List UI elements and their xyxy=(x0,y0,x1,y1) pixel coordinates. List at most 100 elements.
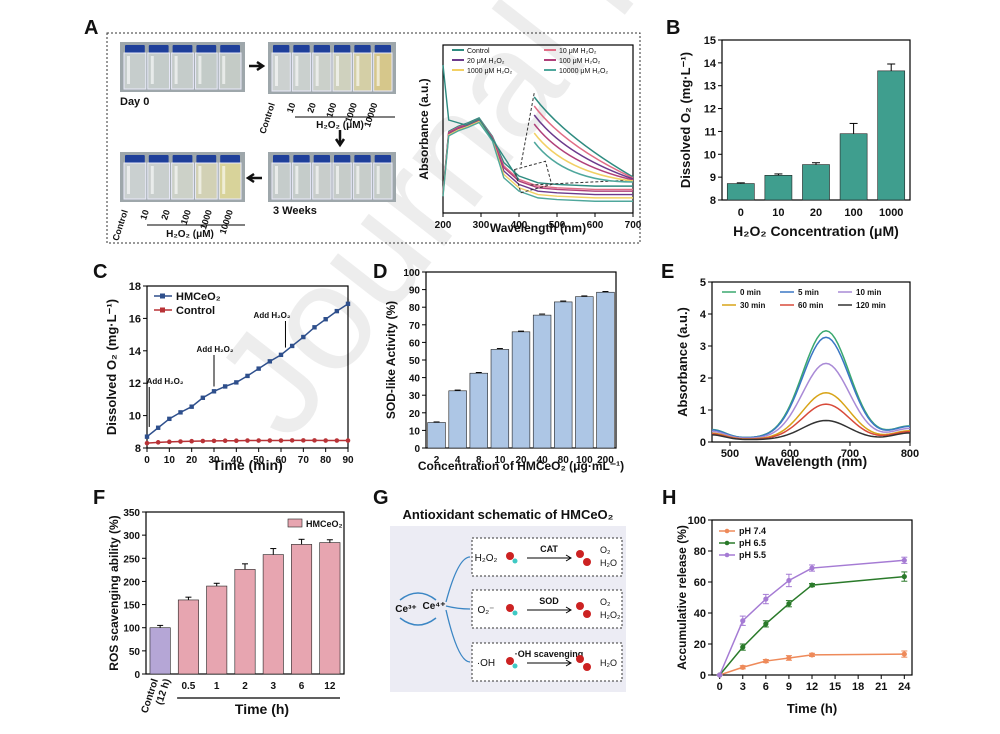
vial-cap xyxy=(125,45,145,53)
vial-cap xyxy=(354,45,371,53)
vial-cap xyxy=(125,155,145,163)
y-tick-label: 4 xyxy=(700,309,707,321)
data-point xyxy=(211,389,217,394)
bar xyxy=(575,296,594,449)
data-point xyxy=(144,440,150,446)
x-axis-title: Concentration of HMCeO₂ (μg·mL⁻¹) xyxy=(418,459,624,473)
x-tick-label: 40 xyxy=(537,455,549,466)
unit-label: H₂O₂ (μM) xyxy=(166,229,214,240)
vial-label: 10 xyxy=(285,102,298,115)
panel-a-border xyxy=(106,32,641,244)
panel-h: 0 3 6 9 12 15 18 21 24 0 20 40 60 80 100 pH 7.4 pH 6.5 pH… xyxy=(675,515,913,716)
vial-glare xyxy=(127,166,130,194)
x-tick-label: 15 xyxy=(829,681,841,693)
data-point xyxy=(267,438,273,443)
data-point xyxy=(334,438,340,443)
panel-letter-H: H xyxy=(662,487,676,509)
bar xyxy=(291,544,313,675)
vial-glare xyxy=(198,56,202,84)
data-point xyxy=(245,438,250,443)
y-tick-label: 16 xyxy=(129,313,141,325)
vial-label: Control xyxy=(111,209,130,243)
y-tick-label: 2 xyxy=(700,373,706,385)
data-point xyxy=(323,438,328,443)
plot-frame xyxy=(146,285,349,449)
product-label: O₂ xyxy=(600,545,611,555)
molecule-o xyxy=(576,602,584,610)
vial-cap xyxy=(273,155,290,163)
enzyme-label: SOD xyxy=(539,596,559,606)
data-point xyxy=(155,440,161,445)
x-tick-label: 10 xyxy=(772,207,784,219)
x-axis-title: H₂O₂ Concentration (μM) xyxy=(733,223,899,239)
arrow-right xyxy=(249,60,266,72)
reactant-label: H₂O₂ xyxy=(475,553,498,564)
inset-series xyxy=(533,141,634,183)
molecule-o xyxy=(506,604,514,612)
y-tick-label: 40 xyxy=(409,374,421,385)
legend-label: 60 min xyxy=(798,301,823,310)
vial-glare xyxy=(295,56,299,86)
x-tick-label: 90 xyxy=(342,455,354,466)
y-tick-label: 3 xyxy=(700,341,706,353)
x-tick-label: 8 xyxy=(476,455,482,466)
spectrum-series xyxy=(711,419,911,441)
bar xyxy=(427,422,446,449)
zoom-guide xyxy=(520,92,535,166)
data-point xyxy=(200,438,206,444)
data-point xyxy=(234,438,239,444)
panel-letter-E: E xyxy=(661,261,674,283)
y-axis-title: Absorbance (a.u.) xyxy=(675,307,690,417)
vial-label: 20 xyxy=(159,209,172,222)
x-tick-label: 12 xyxy=(324,681,336,692)
y-tick-label: 50 xyxy=(129,647,141,658)
bar xyxy=(532,314,552,449)
inset-series xyxy=(533,132,634,182)
reactant-label: ·OH xyxy=(477,658,495,669)
bar xyxy=(319,542,341,675)
y-tick-label: 150 xyxy=(123,601,140,612)
data-point xyxy=(278,438,284,443)
ce4-label: Ce⁴⁺ xyxy=(422,601,445,612)
x-tick-label: 800 xyxy=(901,448,919,460)
legend-label: 10 μM H₂O₂ xyxy=(559,48,597,55)
x-tick-label: 10 xyxy=(494,455,506,466)
reactant-label: O₂⁻ xyxy=(478,605,495,616)
legend-marker xyxy=(160,293,165,299)
y-axis-title: Dissolved O₂ (mg·L⁻¹) xyxy=(104,299,119,435)
vials-mid xyxy=(268,152,396,202)
vial-glare xyxy=(376,56,380,86)
reaction-arrowhead xyxy=(565,659,572,667)
x-tick-label: 200 xyxy=(435,220,452,231)
legend-label: HMCeO₂ xyxy=(306,519,343,529)
y-tick-label: 5 xyxy=(700,277,706,289)
legend-marker xyxy=(724,552,730,558)
data-point xyxy=(189,404,194,409)
panel-letter-G: G xyxy=(373,487,389,509)
molecule-o xyxy=(583,558,591,566)
vial-label: 10 xyxy=(138,209,151,222)
x-tick-label: 500 xyxy=(549,220,566,231)
data-point xyxy=(763,658,769,664)
annotation-label: Add H₂O₂ xyxy=(147,377,184,386)
x-tick-label: 10 xyxy=(164,455,176,466)
reaction-box xyxy=(471,537,623,577)
vial-glare xyxy=(174,56,178,84)
data-point xyxy=(256,438,261,443)
x-tick-label: 100 xyxy=(844,207,862,219)
data-point xyxy=(740,644,746,650)
legend-label: Control xyxy=(176,305,215,317)
vial-cap xyxy=(313,155,330,163)
y-tick-label: 0 xyxy=(700,670,706,682)
vial-cap xyxy=(354,155,371,163)
data-point xyxy=(809,582,815,588)
y-axis-title: Accumulative release (%) xyxy=(675,525,689,670)
vial-cap xyxy=(334,155,351,163)
y-tick-label: 20 xyxy=(409,409,421,420)
panel-letter-B: B xyxy=(666,17,680,39)
y-tick-label: 9 xyxy=(710,172,716,184)
spectrum-series xyxy=(442,117,633,192)
data-point xyxy=(289,343,295,349)
product-label: H₂O xyxy=(600,658,617,668)
series-line xyxy=(719,575,905,676)
